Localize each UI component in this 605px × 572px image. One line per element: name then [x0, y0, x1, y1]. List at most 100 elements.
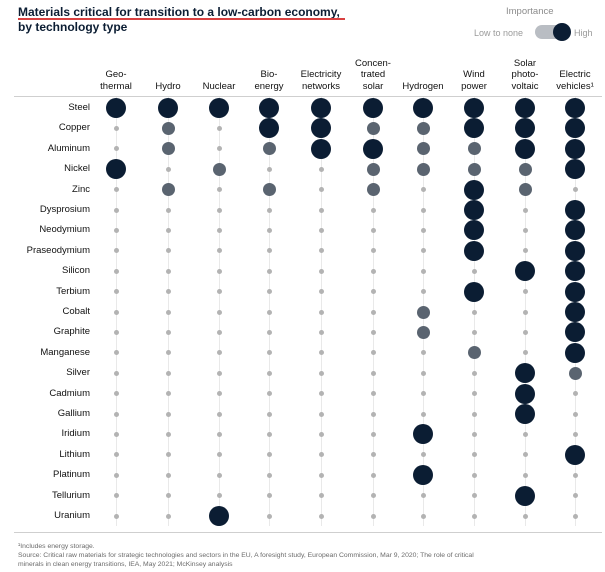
importance-dot — [216, 309, 222, 315]
chart-title-line1: Materials critical for transition to a l… — [18, 5, 340, 19]
importance-dot — [370, 411, 376, 417]
importance-dot — [165, 309, 171, 315]
importance-dot — [467, 346, 481, 360]
importance-dot — [413, 424, 433, 445]
importance-dot — [113, 309, 119, 315]
importance-dot — [471, 329, 477, 335]
importance-dot — [161, 121, 175, 135]
importance-dot — [565, 138, 585, 159]
importance-dot — [522, 289, 528, 295]
importance-dot — [318, 431, 324, 437]
column-header-line: vehicles¹ — [556, 80, 594, 92]
importance-dot — [266, 289, 272, 295]
importance-dot — [318, 350, 324, 356]
importance-dot — [565, 220, 585, 241]
importance-dot — [522, 350, 528, 356]
legend-toggle-knob — [553, 23, 571, 41]
importance-dot — [572, 391, 578, 397]
column-header-line: Electricity — [300, 69, 342, 80]
importance-dot — [311, 98, 331, 118]
importance-dot — [212, 162, 226, 176]
importance-dot — [565, 118, 585, 139]
importance-dot — [572, 187, 578, 193]
importance-dot — [113, 431, 119, 437]
importance-dot — [216, 289, 222, 295]
importance-dot — [318, 309, 324, 315]
importance-dot — [113, 146, 119, 152]
importance-dot — [420, 493, 426, 499]
importance-dot — [165, 370, 171, 376]
importance-dot — [565, 444, 585, 465]
importance-dot — [522, 207, 528, 213]
row-label: Gallium — [57, 408, 90, 419]
importance-dot — [165, 411, 171, 417]
importance-dot — [420, 207, 426, 213]
column-header-line: Geo- — [105, 69, 127, 80]
importance-dot — [165, 452, 171, 458]
chart-title-line2: by technology type — [18, 20, 128, 34]
importance-dot — [572, 472, 578, 478]
importance-dot — [467, 162, 481, 176]
importance-dot — [471, 452, 477, 458]
importance-dot — [318, 513, 324, 519]
importance-dot — [209, 98, 229, 118]
importance-dot — [420, 370, 426, 376]
importance-dot — [113, 472, 119, 478]
importance-dot — [471, 391, 477, 397]
importance-dot — [370, 227, 376, 233]
importance-dot — [106, 98, 126, 118]
column-header: Concen-trated solar — [343, 54, 403, 92]
title-underline — [18, 18, 345, 20]
importance-dot — [370, 289, 376, 295]
column-header-line: Bio- — [260, 69, 278, 80]
importance-dot — [515, 485, 535, 506]
importance-dot — [311, 138, 331, 159]
importance-dot — [113, 411, 119, 417]
importance-dot — [266, 268, 272, 274]
importance-dot — [370, 493, 376, 499]
importance-dot — [522, 329, 528, 335]
importance-dot — [565, 240, 585, 261]
importance-dot — [113, 370, 119, 376]
importance-dot — [515, 261, 535, 282]
row-label: Platinum — [53, 469, 90, 481]
importance-dot — [370, 329, 376, 335]
importance-dot — [471, 472, 477, 478]
importance-dot — [565, 159, 585, 180]
column-header-text: Wind power — [461, 69, 487, 92]
importance-dot — [165, 431, 171, 437]
column-header: Hydrogen — [393, 54, 453, 92]
importance-dot — [318, 391, 324, 397]
column-header-text: Hydro — [155, 81, 180, 93]
importance-dot — [420, 187, 426, 193]
importance-dot — [165, 248, 171, 254]
importance-dot — [113, 248, 119, 254]
importance-dot — [420, 391, 426, 397]
column-header-line: networks — [301, 80, 340, 92]
importance-dot — [216, 391, 222, 397]
importance-dot — [266, 493, 272, 499]
importance-dot — [216, 187, 222, 193]
importance-dot — [266, 166, 272, 172]
importance-dot — [216, 227, 222, 233]
column-header: Geo-thermal — [86, 54, 146, 92]
importance-dot — [318, 329, 324, 335]
importance-dot — [366, 121, 380, 135]
row-label: Cobalt — [62, 306, 90, 317]
importance-dot — [311, 118, 331, 139]
importance-dot — [420, 268, 426, 274]
importance-dot — [216, 268, 222, 274]
importance-dot — [420, 452, 426, 458]
importance-dot — [165, 227, 171, 233]
importance-dot — [420, 513, 426, 519]
importance-dot — [572, 431, 578, 437]
importance-dot — [366, 183, 380, 197]
importance-dot — [363, 98, 383, 118]
footnote-source-2: minerals in clean energy transitions, IE… — [18, 561, 233, 568]
importance-dot — [420, 248, 426, 254]
row-label: Aluminum — [47, 142, 90, 154]
importance-dot — [464, 220, 484, 241]
column-header: Nuclear — [189, 54, 249, 92]
column-header-line: energy — [254, 80, 284, 92]
importance-dot — [420, 350, 426, 356]
